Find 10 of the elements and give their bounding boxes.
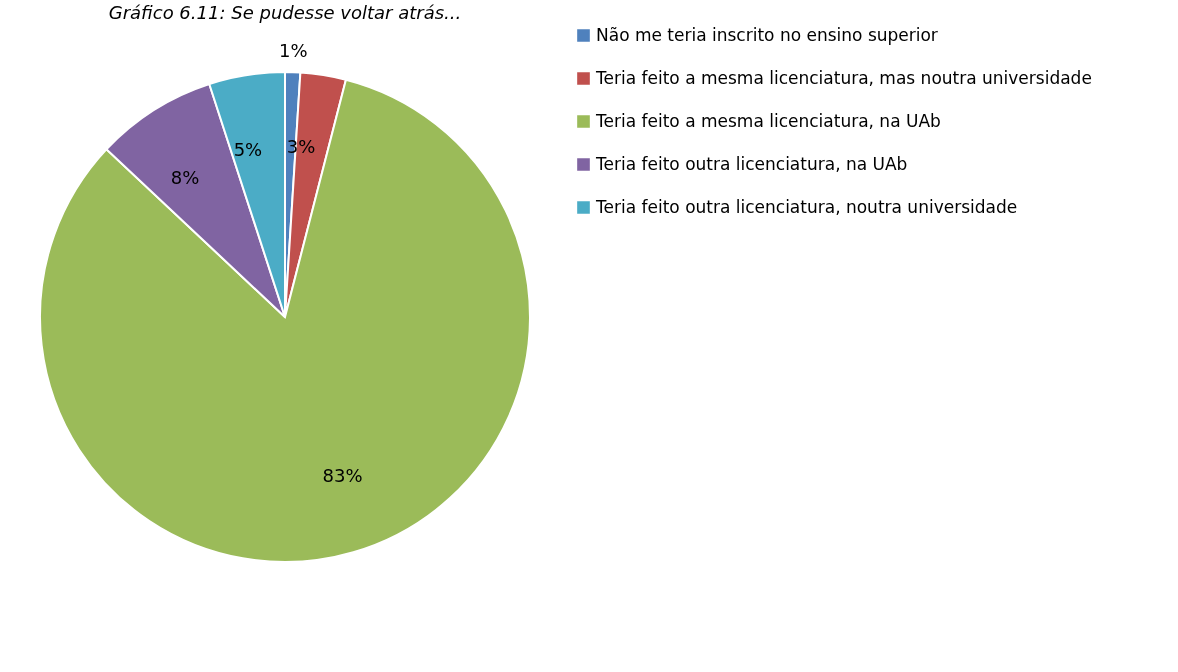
data-label: 83% bbox=[322, 464, 363, 486]
legend-label: Teria feito a mesma licenciatura, mas noutra universidade bbox=[595, 67, 1092, 88]
chart-title: Gráfico 6.11: Se pudesse voltar atrás... bbox=[108, 2, 462, 23]
data-label: 5% bbox=[233, 139, 263, 161]
legend-label: Teria feito a mesma licenciatura, na UAb bbox=[595, 110, 941, 131]
legend-label: Não me teria inscrito no ensino superior bbox=[596, 24, 938, 45]
legend-label: Teria feito outra licenciatura, noutra universidade bbox=[595, 196, 1018, 217]
legend-label: Teria feito outra licenciatura, na UAb bbox=[595, 153, 908, 174]
data-label: 1% bbox=[279, 40, 308, 62]
data-label: 8% bbox=[170, 167, 200, 189]
